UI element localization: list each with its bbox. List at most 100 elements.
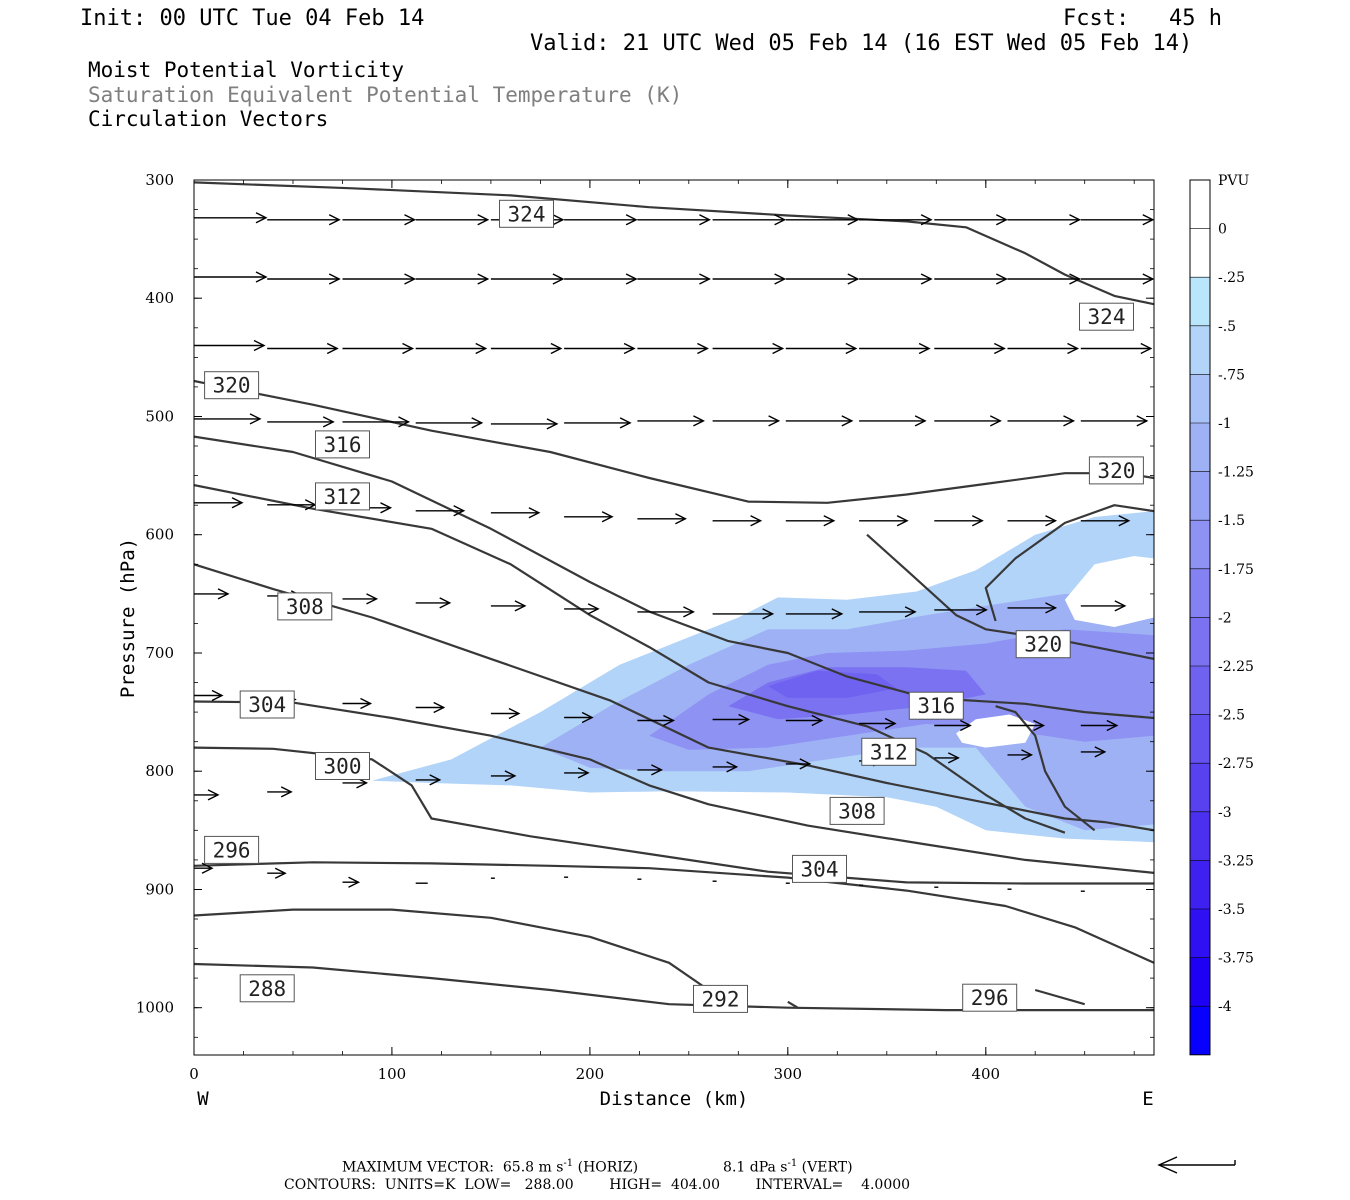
contour-label: 296 [204,835,260,864]
circulation-vector [194,789,220,801]
mpv-shading [372,511,1154,843]
vector-head [1142,214,1155,226]
vector-head [625,214,638,226]
contour-label-box [315,482,370,511]
x-tick-label: 100 [378,1065,407,1083]
circulation-vector [490,770,517,782]
vector-head [1114,600,1127,612]
y-tick-label: 700 [145,644,174,662]
vector-head [947,752,960,764]
theta-es-contour-320 [866,533,1154,660]
circulation-vector [785,608,844,620]
max-vector-vert-exp: -1 [787,1158,798,1169]
vector-head [1106,719,1119,732]
vector-head [847,214,860,226]
vector-head [380,502,393,514]
contours-info: CONTOURS: UNITS=K LOW= 288.00 HIGH= 404.… [284,1177,911,1193]
circulation-vector [859,717,897,730]
circulation-vector [1080,214,1155,226]
vector-head [581,711,594,724]
vector-head [975,604,988,616]
circulation-vector [490,273,565,285]
vector-head [823,515,836,527]
vector-head [552,214,565,226]
contour-label-box [908,691,964,720]
circulation-vector [1007,515,1058,527]
contour-label-text: 288 [248,977,286,1001]
circulation-vector [490,342,563,355]
circulation-vector [1080,719,1119,732]
x-tick-label: 300 [773,1065,802,1083]
colorbar-swatch [1190,909,1210,958]
circulation-vector [267,867,287,879]
vector-head [914,415,927,427]
contour-label: 288 [239,974,295,1003]
vector-head [683,606,695,618]
circulation-vector [1007,214,1082,226]
vector-head [253,339,266,352]
vector-head [514,600,527,612]
circulation-vector [490,507,541,519]
vector-head [274,867,287,879]
colorbar-swatch [1190,520,1210,569]
circulation-vector [415,342,488,355]
circulation-vector [490,707,521,720]
circulation-vector [415,273,490,285]
y-tick-label: 500 [145,408,174,426]
colorbar-level-label: -1.25 [1218,465,1254,481]
vector-head [348,876,361,888]
circulation-vector [637,415,705,427]
vector-head [663,714,675,727]
legend-vectors: Circulation Vectors [88,107,329,131]
vector-head [920,273,933,285]
vector-head [255,271,268,283]
vector-head [847,273,860,285]
contour-label-text: 296 [971,986,1009,1010]
axes: 300 400 500 600 700 800 900 1000 0 100 200 300 400 [136,171,1154,1083]
legend-mpv: Moist Potential Vorticity [88,58,405,82]
colorbar-level-label: -2.5 [1218,708,1245,724]
circulation-vector [194,689,224,702]
colorbar-level-label: -.75 [1218,367,1245,383]
contour-label-box [315,430,370,459]
circulation-vector [194,862,214,874]
circulation-vector [1007,342,1080,355]
vector-head [651,764,663,776]
x-tick-label: 200 [576,1065,605,1083]
circulation-vector [415,597,452,609]
circulation-vector [934,604,988,616]
colorbar-swatch [1190,325,1210,375]
contour-label-text: 308 [838,799,876,823]
circulation-vector [637,606,695,618]
x-end-label-east: E [1142,1088,1153,1110]
circulation-vector [194,271,268,283]
y-tick-label: 300 [145,171,174,189]
vector-head [774,214,787,226]
contour-label-text: 320 [1024,633,1062,657]
contour-label: 304 [792,854,847,883]
vector-head [475,342,488,355]
circulation-vector [637,513,687,525]
vector-head [550,342,563,355]
contour-label: 324 [499,199,554,228]
vector-head [328,273,341,285]
vector-head [328,214,341,226]
circulation-vector [1080,600,1127,612]
contour-label: 312 [861,737,917,766]
vector-head [207,789,220,801]
contour-label-box [315,752,370,780]
circulation-vector [194,212,268,224]
vector-head [920,214,933,226]
vector-head [831,608,844,620]
circulation-vector [785,214,860,226]
y-tick-label: 900 [145,881,174,899]
vector-head [625,273,638,285]
colorbar-level-label: -1 [1218,416,1232,432]
colorbar: 0 -.25 -.5 -.75 -1 -1.25 -1.5 -1.75 -2 -2.25 -2.5 -… [1189,179,1254,1056]
circulation-vector [712,273,787,285]
vector-head [402,342,415,355]
contour-label-box [239,974,295,1003]
colorbar-swatch [1190,811,1210,861]
vector-head [896,515,909,527]
colorbar-swatch [1190,180,1210,229]
